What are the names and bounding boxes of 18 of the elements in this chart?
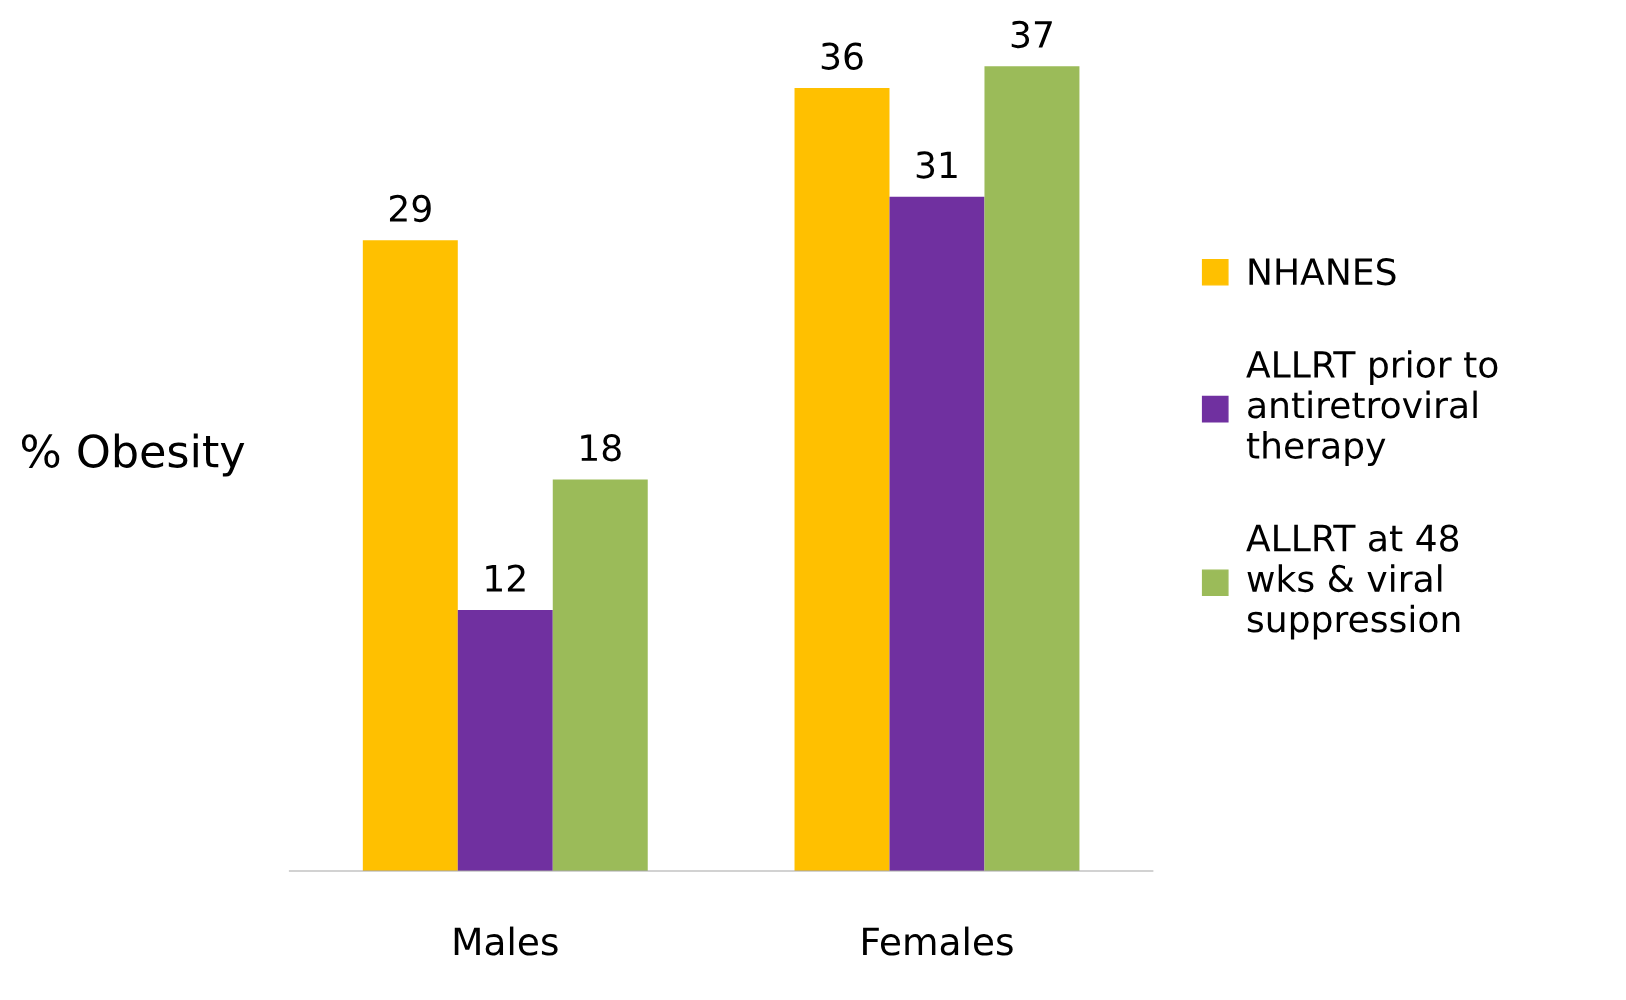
- bar: [552, 479, 648, 871]
- data-label: 37: [1011, 20, 1052, 49]
- legend-label: ALLRT at 48 wks & viral suppression: [1246, 524, 1460, 640]
- data-label: 18: [581, 434, 621, 462]
- data-label: 12: [486, 564, 525, 592]
- data-label: 29: [389, 194, 431, 223]
- legend-label: NHANES: [1249, 258, 1396, 286]
- bar: [362, 240, 458, 871]
- data-label: 36: [821, 42, 863, 70]
- bar: [794, 87, 890, 871]
- legend-label: ALLRT prior to antiretroviral therapy: [1246, 350, 1498, 466]
- bar: [457, 610, 553, 871]
- y-axis-title: % Obesity: [21, 433, 245, 477]
- x-tick-label: Males: [454, 926, 558, 956]
- data-label: 31: [916, 151, 957, 179]
- bar: [889, 196, 985, 871]
- bar: [984, 66, 1080, 871]
- x-tick-label: Females: [863, 926, 1013, 956]
